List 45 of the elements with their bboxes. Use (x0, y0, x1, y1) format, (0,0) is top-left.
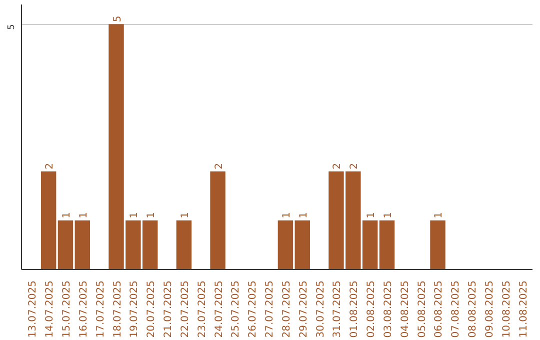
data-label: 2 (44, 162, 56, 170)
x-tick-label: 31.07.2025 (332, 280, 344, 338)
data-label: 1 (129, 212, 140, 218)
x-tick-label: 21.07.2025 (163, 280, 174, 338)
data-label: 1 (382, 212, 394, 218)
x-tick-label: 18.07.2025 (112, 280, 124, 338)
data-label: 2 (349, 162, 360, 170)
x-tick-label: 11.08.2025 (518, 280, 530, 338)
x-tick-label: 01.08.2025 (349, 280, 360, 338)
data-label: 1 (281, 212, 292, 218)
x-tick-label: 09.08.2025 (484, 280, 496, 338)
data-label: 1 (366, 212, 378, 218)
x-tick-label: 27.07.2025 (264, 280, 276, 338)
data-label: 1 (434, 212, 445, 218)
x-tick-label: 22.07.2025 (180, 280, 191, 338)
x-tick-label: 03.08.2025 (382, 280, 394, 338)
data-label: 1 (146, 212, 158, 218)
x-tick-label: 04.08.2025 (400, 280, 411, 338)
x-tick-label: 19.07.2025 (129, 280, 140, 338)
x-tick-label: 29.07.2025 (298, 280, 310, 338)
x-tick-label: 26.07.2025 (248, 280, 259, 338)
x-tick-label: 02.08.2025 (366, 280, 378, 338)
x-tick-label: 13.07.2025 (28, 280, 39, 338)
x-tick-label: 07.08.2025 (450, 280, 462, 338)
data-label: 2 (332, 162, 344, 170)
x-tick-label: 25.07.2025 (230, 280, 242, 338)
x-tick-label: 30.07.2025 (315, 280, 326, 338)
data-label: 1 (180, 212, 191, 218)
x-tick-label: 08.08.2025 (468, 280, 479, 338)
x-tick-label: 15.07.2025 (61, 280, 72, 338)
x-tick-label: 14.07.2025 (44, 280, 56, 338)
x-tick-label: 06.08.2025 (434, 280, 445, 338)
x-tick-label: 10.08.2025 (501, 280, 512, 338)
data-label: 1 (298, 212, 310, 218)
x-tick-label: 24.07.2025 (214, 280, 225, 338)
x-tick-label: 20.07.2025 (146, 280, 158, 338)
x-tick-label: 23.07.2025 (196, 280, 208, 338)
data-label: 2 (214, 162, 225, 170)
x-tick-label: 05.08.2025 (416, 280, 428, 338)
x-tick-label: 28.07.2025 (281, 280, 292, 338)
x-tick-label: 17.07.2025 (95, 280, 106, 338)
x-tick-label: 16.07.2025 (78, 280, 90, 338)
data-label: 1 (61, 212, 72, 218)
data-label: 5 (112, 16, 124, 22)
data-label: 1 (78, 212, 90, 218)
